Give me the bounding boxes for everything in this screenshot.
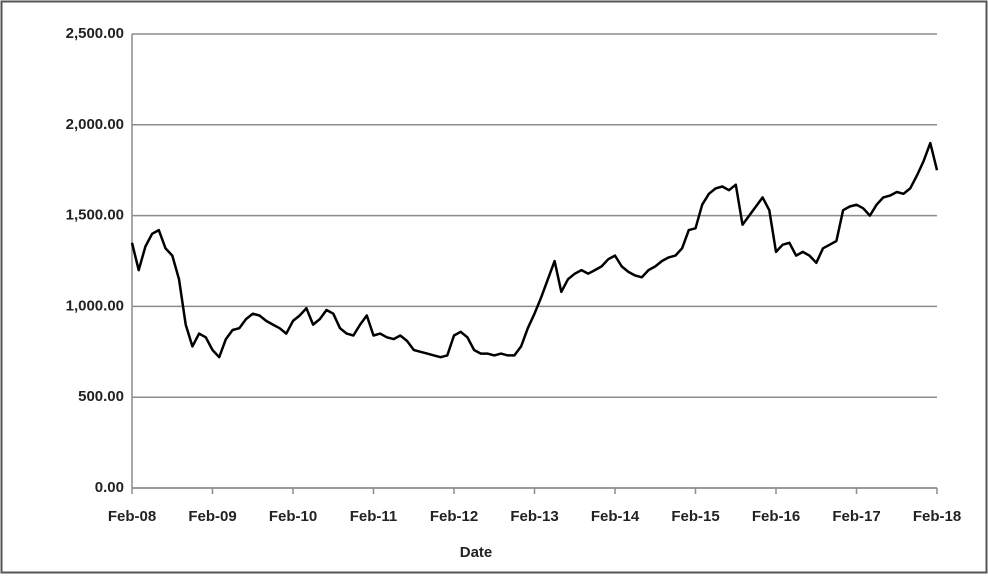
x-tick-label: Feb-18 — [913, 508, 961, 525]
y-tick-label: 500.00 — [78, 388, 124, 405]
y-tick-label: 2,500.00 — [66, 25, 124, 42]
x-tick-label: Feb-13 — [510, 508, 558, 525]
y-tick-label: 0.00 — [95, 479, 124, 496]
x-tick-label: Feb-16 — [752, 508, 800, 525]
x-tick-label: Feb-10 — [269, 508, 317, 525]
x-tick-label: Feb-11 — [350, 508, 398, 525]
x-tick-label: Feb-08 — [108, 508, 156, 525]
x-axis-title: Date — [460, 544, 493, 561]
y-tick-label: 1,500.00 — [66, 207, 124, 224]
y-tick-label: 1,000.00 — [66, 297, 124, 314]
x-tick-label: Feb-09 — [188, 508, 236, 525]
x-tick-label: Feb-12 — [430, 508, 478, 525]
line-series — [130, 141, 939, 359]
x-tick-label: Feb-14 — [591, 508, 640, 525]
x-tick-label: Feb-15 — [671, 508, 719, 525]
x-tick-label: Feb-17 — [832, 508, 880, 525]
y-tick-label: 2,000.00 — [66, 116, 124, 133]
